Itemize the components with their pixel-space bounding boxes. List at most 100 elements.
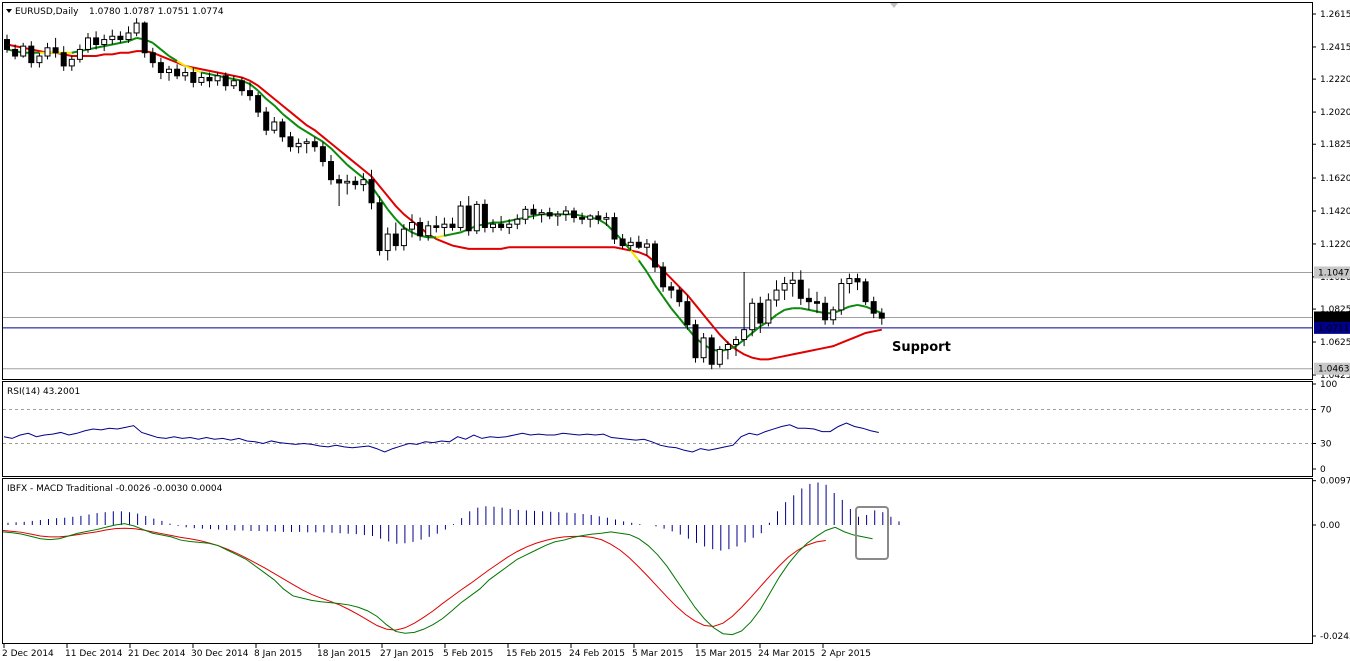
candle-body (190, 72, 197, 83)
candle-body (538, 212, 545, 215)
ma-green-segment (670, 307, 681, 319)
candle-body (157, 62, 164, 74)
candle-body (206, 76, 213, 82)
price-tag-low (1314, 362, 1350, 375)
candle-body (530, 208, 537, 215)
ma-green-segment (751, 325, 761, 334)
ma-green-segment (201, 71, 210, 76)
candle-body (676, 289, 683, 303)
ma-green-segment (452, 231, 461, 236)
candlestick-series (4, 18, 885, 370)
candle-body (773, 289, 780, 301)
rsi-levels (3, 409, 1312, 444)
candle-body (498, 223, 505, 228)
candle-body (611, 217, 618, 240)
ma-green-segment (128, 36, 137, 43)
ma-green-segment (184, 64, 194, 71)
rsi-header: RSI(14) 43.2001 (7, 387, 80, 397)
rsi-line (3, 422, 879, 453)
candle-body (814, 301, 820, 304)
time-tick-label: 15 Mar 2015 (695, 649, 752, 659)
candle-body (789, 279, 796, 285)
price-tick-label: 1.0625 (1320, 338, 1350, 348)
candle-body (554, 213, 561, 217)
candle-body (433, 225, 440, 228)
ma-green-segment (257, 89, 267, 100)
price-tick-label: 1.2615 (1320, 10, 1350, 20)
candle-body (603, 217, 610, 220)
time-tick-label: 2 Dec 2014 (2, 649, 54, 659)
candle-body (20, 45, 27, 57)
time-tick-label: 24 Mar 2015 (758, 649, 815, 659)
candle-body (878, 312, 885, 319)
candle-body (222, 75, 229, 87)
price-tag-label-high: 1.1047 (1318, 268, 1350, 278)
macd-panel-frame (2, 478, 1313, 644)
time-tick-label: 24 Feb 2015 (569, 649, 625, 659)
candle-body (263, 111, 270, 131)
ma-green-segment (775, 309, 786, 316)
ma-green-segment (192, 68, 202, 74)
candle-body (182, 72, 189, 77)
candle-body (303, 141, 310, 144)
candle-body (328, 161, 334, 181)
candle-body (652, 243, 658, 268)
ma-green-segment (800, 307, 810, 311)
candle-body (238, 80, 245, 92)
candle-body (255, 95, 262, 113)
ma-green-segment (298, 126, 308, 133)
price-panel-frame (2, 2, 1313, 380)
scroll-marker-icon (890, 3, 898, 8)
macd-lines (2, 523, 873, 636)
candle-body (522, 208, 529, 220)
price-tag-current (1314, 311, 1350, 324)
candle-body (12, 48, 19, 57)
price-tick-label: 1.1220 (1320, 240, 1350, 250)
candle-body (28, 45, 35, 64)
ma-green-segment (735, 338, 745, 347)
candle-body (668, 286, 675, 291)
candle-body (336, 179, 343, 184)
candle-body (417, 222, 424, 237)
macd-header: IBFX - MACD Traditional -0.0026 -0.0030 … (7, 484, 223, 494)
price-tick-label: 1.0825 (1320, 305, 1350, 315)
candle-body (352, 180, 359, 186)
price-tick-label: 1.1825 (1320, 140, 1350, 150)
ma-green-segment (629, 249, 640, 262)
candle-body (765, 299, 772, 324)
candle-body (319, 146, 326, 163)
macd-axis: 0.0097 0.00 -0.0243 (1312, 477, 1350, 642)
time-tick-label: 27 Jan 2015 (380, 649, 434, 659)
price-tick-label: 1.2020 (1320, 108, 1350, 118)
candle-body (141, 22, 148, 54)
candle-body (279, 121, 286, 138)
candle-body (133, 22, 140, 34)
candle-body (741, 329, 748, 341)
ma-green-segment (289, 119, 300, 128)
candle-body (368, 179, 375, 204)
candle-body (230, 80, 237, 87)
candle-body (287, 136, 294, 148)
time-tick-label: 11 Dec 2014 (65, 649, 123, 659)
candle-body (465, 205, 472, 232)
candle-body (449, 223, 456, 228)
ma-green-segment (646, 271, 656, 286)
candle-body (562, 210, 569, 215)
price-tag-label-support: 1.0711 (1318, 324, 1350, 334)
rsi-tick-label: 70 (1320, 406, 1332, 416)
candle-body (660, 266, 667, 288)
ma-green-segment (338, 155, 348, 166)
candle-body (481, 203, 488, 228)
ma-green-segment (249, 83, 259, 92)
candle-body (579, 217, 586, 220)
candle-body (473, 203, 480, 232)
candle-body (805, 297, 812, 303)
ma-green-segment (330, 147, 340, 158)
dropdown-arrow-icon[interactable] (6, 9, 12, 13)
candle-body (490, 223, 496, 228)
candle-body (125, 32, 132, 41)
candle-body (716, 348, 723, 365)
price-header-ohlc: 1.0780 1.0787 1.0751 1.0774 (89, 7, 224, 17)
